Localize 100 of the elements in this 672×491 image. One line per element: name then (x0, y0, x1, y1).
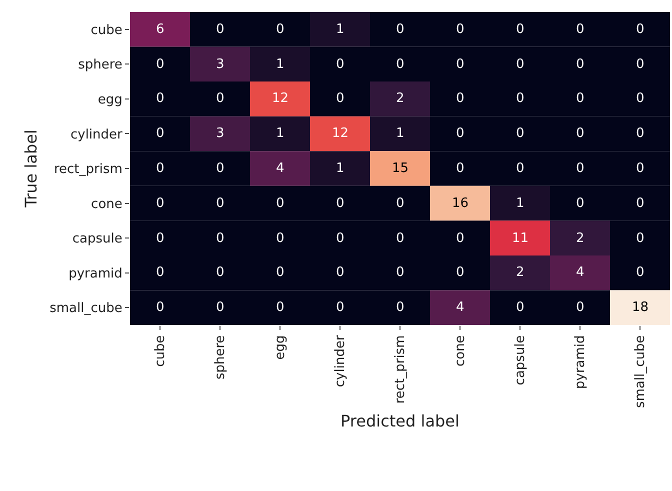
x-tick-label: cylinder (333, 334, 348, 388)
x-axis-title: Predicted label (340, 412, 460, 431)
y-tick-label: pyramid (68, 266, 122, 282)
data-label: 0 (276, 196, 284, 211)
x-tick-label: capsule (513, 335, 528, 386)
data-label: 0 (276, 300, 284, 315)
data-label: 0 (216, 196, 224, 211)
data-label: 0 (576, 22, 584, 37)
y-tick-label: cylinder (70, 127, 124, 142)
data-label: 0 (636, 22, 644, 37)
data-label: 0 (516, 300, 524, 315)
data-label: 0 (156, 196, 164, 211)
data-label: 0 (576, 126, 584, 141)
data-label: 0 (276, 22, 284, 37)
data-label: 0 (156, 126, 164, 141)
y-tick-label: sphere (78, 58, 122, 73)
data-label: 0 (636, 196, 644, 211)
data-label: 12 (332, 126, 349, 141)
data-label: 1 (336, 161, 344, 176)
data-label: 0 (516, 91, 524, 106)
x-tick-label: pyramid (573, 335, 588, 389)
y-tick-label: egg (98, 92, 122, 108)
data-label: 0 (456, 57, 464, 72)
data-label: 0 (456, 91, 464, 106)
data-label: 0 (336, 231, 344, 246)
data-label: 0 (216, 91, 224, 106)
y-tick-label: cube (90, 22, 122, 38)
x-tick-label: egg (273, 335, 288, 360)
data-label: 0 (336, 265, 344, 280)
data-label: 0 (516, 126, 524, 141)
data-label: 0 (456, 231, 464, 246)
data-label: 1 (336, 22, 344, 37)
data-label: 0 (156, 300, 164, 315)
data-label: 0 (636, 161, 644, 176)
data-label: 3 (216, 57, 224, 72)
y-axis-title: True label (22, 130, 41, 208)
y-tick-label: capsule (72, 232, 122, 247)
data-label: 0 (396, 57, 404, 72)
y-tick-label: small_cube (50, 301, 122, 316)
data-label: 0 (156, 265, 164, 280)
data-label: 2 (396, 91, 404, 106)
data-label: 0 (636, 126, 644, 141)
y-tick-label: cone (91, 196, 122, 212)
data-label: 0 (636, 231, 644, 246)
data-label: 2 (516, 265, 524, 280)
data-label: 1 (276, 57, 284, 72)
data-label: 0 (576, 300, 584, 315)
data-label: 0 (516, 22, 524, 37)
data-label: 0 (396, 231, 404, 246)
data-label: 0 (576, 196, 584, 211)
data-label: 0 (216, 300, 224, 315)
data-label: 0 (156, 91, 164, 106)
x-tick-label: cone (453, 335, 468, 367)
data-label: 4 (276, 161, 284, 176)
data-label: 0 (276, 231, 284, 246)
data-label: 0 (336, 196, 344, 211)
y-tick-label: rect_prism (54, 162, 122, 178)
data-label: 12 (272, 91, 289, 106)
data-label: 0 (216, 161, 224, 176)
data-label: 11 (512, 231, 529, 246)
data-label: 0 (456, 22, 464, 37)
data-label: 0 (396, 265, 404, 280)
data-label: 0 (156, 57, 164, 72)
data-label: 0 (336, 57, 344, 72)
data-label: 0 (396, 196, 404, 211)
data-label: 0 (456, 126, 464, 141)
data-label: 1 (396, 126, 404, 141)
data-label: 0 (516, 57, 524, 72)
x-tick-label: rect_prism (393, 335, 408, 404)
data-label: 0 (456, 161, 464, 176)
data-label: 0 (336, 91, 344, 106)
data-label: 0 (216, 265, 224, 280)
data-label: 0 (336, 300, 344, 315)
data-label: 0 (636, 57, 644, 72)
data-label: 0 (396, 300, 404, 315)
data-label: 1 (276, 126, 284, 141)
data-label: 1 (516, 196, 524, 211)
data-label: 0 (516, 161, 524, 176)
data-label: 16 (452, 196, 469, 211)
data-label: 2 (576, 231, 584, 246)
data-label: 0 (576, 57, 584, 72)
data-label: 18 (632, 300, 649, 315)
data-label: 0 (576, 91, 584, 106)
data-label: 0 (576, 161, 584, 176)
x-tick-label: cube (153, 335, 168, 367)
data-label: 0 (636, 91, 644, 106)
data-label: 6 (156, 22, 164, 37)
data-label: 0 (636, 265, 644, 280)
data-label: 0 (156, 231, 164, 246)
data-label: 0 (396, 22, 404, 37)
data-label: 0 (276, 265, 284, 280)
data-label: 0 (156, 161, 164, 176)
data-label: 0 (216, 22, 224, 37)
data-label: 4 (576, 265, 584, 280)
x-tick-label: sphere (213, 335, 228, 380)
x-tick-label: small_cube (633, 335, 648, 408)
data-label: 3 (216, 126, 224, 141)
data-label: 15 (392, 161, 409, 176)
data-label: 0 (216, 231, 224, 246)
data-label: 4 (456, 300, 464, 315)
